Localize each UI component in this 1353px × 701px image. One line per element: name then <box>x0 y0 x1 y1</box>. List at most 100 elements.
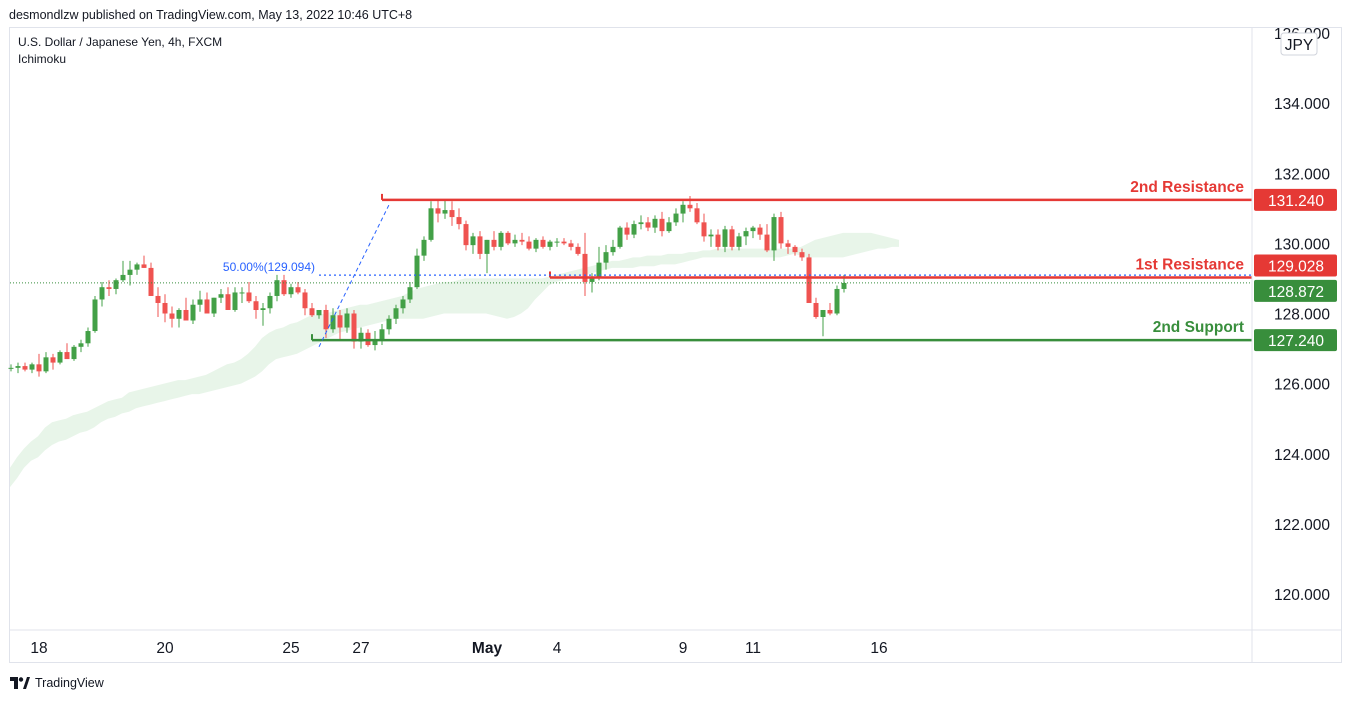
candle-body <box>526 241 532 249</box>
candle-body <box>540 239 546 247</box>
price-label-current-text: 128.872 <box>1268 284 1324 301</box>
candle-body <box>295 287 301 293</box>
candle-body <box>519 239 525 242</box>
candle-body <box>610 246 616 253</box>
candle-body <box>442 210 448 214</box>
overlay-layer: 50.00%(129.094) 2nd Resistance 1st Resista… <box>10 179 1252 348</box>
ichimoku-cloud <box>10 232 899 488</box>
y-tick-label: 120.000 <box>1274 587 1330 604</box>
candle-body <box>617 227 623 247</box>
candle-body <box>351 313 357 342</box>
candle-body <box>36 364 42 372</box>
candle-body <box>715 234 721 247</box>
candle-body <box>78 343 84 347</box>
candle-body <box>43 357 49 372</box>
currency-box <box>1280 32 1318 56</box>
candle-body <box>827 309 833 314</box>
y-tick-label: 132.000 <box>1274 166 1330 183</box>
candle-body <box>575 246 581 254</box>
candle-body <box>267 295 273 309</box>
candle-body <box>834 288 840 314</box>
candle-body <box>596 262 602 279</box>
candle-body <box>358 332 364 342</box>
x-tick-label: 18 <box>30 640 47 657</box>
candle-body <box>841 282 847 289</box>
candle-body <box>491 239 497 247</box>
candle-body <box>372 339 378 346</box>
x-tick-label: 16 <box>870 640 887 657</box>
candle-body <box>323 309 329 330</box>
candles-layer <box>8 196 847 377</box>
candle-body <box>281 280 287 295</box>
price-label-2nd-resistance-box <box>1254 188 1337 211</box>
candle-body <box>750 227 756 232</box>
candle-body <box>652 218 658 228</box>
candle-body <box>246 292 252 302</box>
level-text-1: 1st Resistance <box>1135 256 1244 273</box>
candle-body <box>820 309 826 318</box>
ichimoku-cloud-layer <box>10 232 899 488</box>
candle-body <box>449 210 455 218</box>
candle-body <box>29 364 35 370</box>
candle-body <box>225 294 231 310</box>
candle-body <box>113 280 119 289</box>
candle-body <box>736 236 742 247</box>
tradingview-footer[interactable]: TradingView <box>10 676 104 690</box>
candle-body <box>386 318 392 330</box>
currency-label: JPY <box>1285 37 1313 54</box>
candle-body <box>477 236 483 254</box>
candle-body <box>505 232 511 244</box>
candle-body <box>806 257 812 303</box>
candle-body <box>589 278 595 282</box>
candle-body <box>771 217 777 251</box>
x-tick-label: 20 <box>156 640 174 657</box>
candle-body <box>428 208 434 240</box>
y-tick-label: 128.000 <box>1274 307 1330 324</box>
price-label-2nd-support-text: 127.240 <box>1268 333 1324 350</box>
candle-body <box>162 302 168 314</box>
candle-body <box>309 308 315 316</box>
candle-body <box>561 241 567 244</box>
candle-body <box>708 234 714 237</box>
candle-body <box>134 264 140 270</box>
x-tick-label: May <box>472 640 503 657</box>
axes-layer: 120.000 122.000 124.000 126.000 128.000 130.0… <box>10 26 1342 662</box>
price-label-2nd-resistance-text: 131.240 <box>1268 193 1324 210</box>
candle-body <box>330 315 336 330</box>
symbol-title: U.S. Dollar / Japanese Yen, 4h, FXCM <box>18 35 223 49</box>
candle-body <box>666 222 672 232</box>
publisher-line: desmondlzw published on TradingView.com,… <box>9 8 413 22</box>
candle-body <box>799 252 805 258</box>
price-labels-layer: JPY 131.240 129.028 128.872 127.240 <box>1254 32 1337 352</box>
y-tick-label: 126.000 <box>1274 377 1330 394</box>
candle-body <box>778 217 784 244</box>
candle-body <box>743 231 749 237</box>
candle-body <box>71 346 77 360</box>
candle-body <box>470 236 476 246</box>
candle-body <box>673 213 679 223</box>
candle-body <box>15 366 21 368</box>
x-tick-label: 25 <box>282 640 299 657</box>
candle-body <box>764 234 770 251</box>
candle-body <box>148 267 154 296</box>
price-label-1st-resistance-box <box>1254 254 1337 277</box>
candle-body <box>120 274 126 281</box>
tradingview-logo-icon <box>10 677 30 689</box>
candle-body <box>99 287 105 300</box>
candle-body <box>687 204 693 209</box>
candle-body <box>190 304 196 321</box>
candle-body <box>316 309 322 316</box>
y-tick-label: 124.000 <box>1274 447 1330 464</box>
price-label-current-box <box>1254 279 1337 302</box>
candle-body <box>645 222 651 228</box>
candle-body <box>757 227 763 235</box>
candle-body <box>169 313 175 319</box>
candle-body <box>204 299 210 314</box>
footer-brand: TradingView <box>35 676 104 690</box>
candle-body <box>554 241 560 243</box>
level-text-2: 2nd Support <box>1153 319 1244 336</box>
chart-frame <box>9 27 1342 663</box>
indicator-name: Ichimoku <box>18 52 67 66</box>
candle-body <box>253 301 259 310</box>
